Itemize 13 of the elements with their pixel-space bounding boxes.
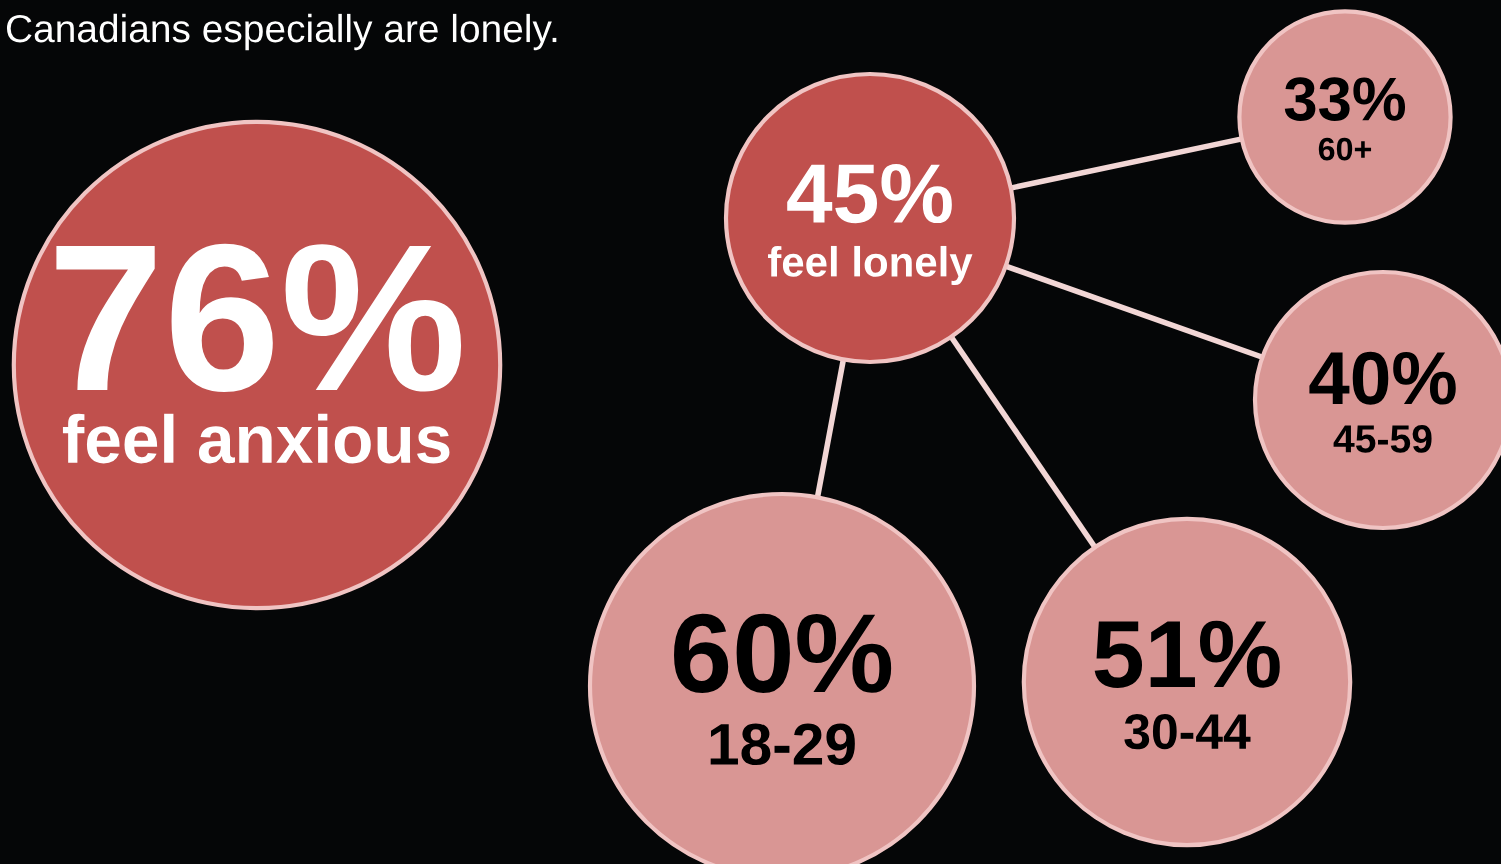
category-label: 60+ bbox=[1318, 137, 1372, 161]
data-label: 51% bbox=[1094, 620, 1280, 688]
data-label: 45% bbox=[787, 164, 952, 224]
data-label: 60% bbox=[674, 613, 892, 694]
text: Canadians especially are lonely. bbox=[6, 13, 557, 51]
data-label: 40% bbox=[1309, 351, 1456, 405]
data-label: 76% bbox=[56, 243, 462, 393]
data-label: 33% bbox=[1284, 77, 1406, 121]
category-label: 45-59 bbox=[1333, 425, 1432, 453]
category-label: feel lonely bbox=[768, 245, 973, 286]
category-label: 30-44 bbox=[1124, 713, 1251, 750]
category-label: 18-29 bbox=[710, 723, 855, 766]
category-label: feel anxious bbox=[62, 413, 450, 464]
